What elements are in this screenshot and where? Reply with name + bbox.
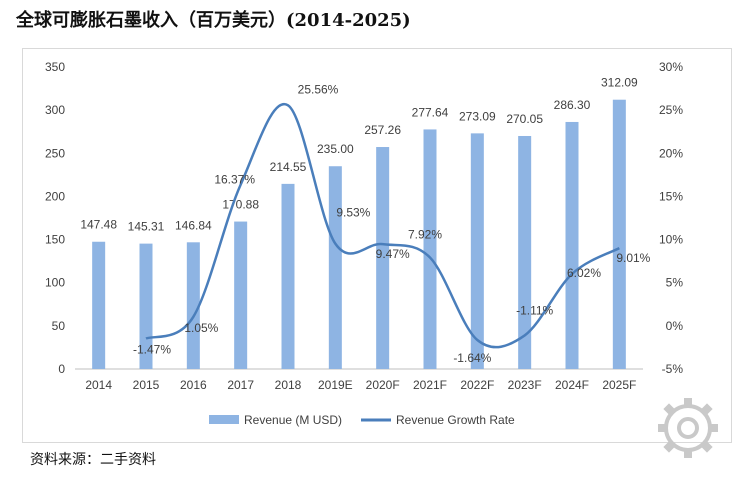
x-tick-label: 2020F	[366, 378, 400, 392]
bar	[612, 99, 626, 370]
line-series	[145, 102, 620, 349]
x-tick-label: 2014	[85, 378, 112, 392]
bar-value-label: 270.05	[506, 112, 543, 126]
bar	[92, 241, 106, 369]
y-right-ticks: -5% 0% 5% 10% 15% 20% 25% 30%	[659, 60, 683, 376]
growth-rate-label: -1.47%	[133, 343, 171, 357]
y-right-tick-label: 0%	[666, 319, 684, 333]
bar	[565, 121, 579, 370]
line-data-labels: -1.47% 1.05% 16.37% 25.56% 9.53% 9.47% 7.92% -1…	[133, 82, 651, 365]
y-right-tick-label: 30%	[659, 60, 683, 74]
y-left-tick-label: 150	[45, 233, 65, 247]
bar	[186, 242, 200, 369]
growth-rate-label: 7.92%	[408, 228, 442, 242]
growth-rate-label: 1.05%	[184, 321, 218, 335]
x-tick-label: 2025F	[602, 378, 636, 392]
x-tick-label: 2023F	[508, 378, 542, 392]
legend-label-growth: Revenue Growth Rate	[396, 413, 515, 427]
x-tick-label: 2018	[275, 378, 302, 392]
bar-value-label: 286.30	[554, 98, 591, 112]
growth-rate-label: 9.01%	[616, 251, 650, 265]
y-left-tick-label: 0	[58, 362, 65, 376]
y-right-tick-label: 10%	[659, 233, 683, 247]
growth-rate-label: -1.11%	[516, 303, 553, 317]
y-right-tick-label: 20%	[659, 146, 683, 160]
bar-value-label: 257.26	[364, 123, 401, 137]
bar-value-label: 146.84	[175, 218, 212, 232]
bar-value-label: 170.88	[222, 198, 259, 212]
bar-data-labels: 147.48 145.31 146.84 170.88 214.55 235.00 257.…	[80, 76, 638, 234]
y-left-tick-label: 250	[45, 146, 65, 160]
y-right-tick-label: -5%	[662, 362, 684, 376]
y-left-ticks: 0 50 100 150 200 250 300 350	[45, 60, 65, 376]
source-note: 资料来源：二手资料	[30, 452, 156, 468]
growth-rate-label: 16.37%	[214, 173, 255, 187]
growth-rate-label: 25.56%	[298, 82, 339, 96]
chart-frame: 0 50 100 150 200 250 300 350 -5% 0% 5% 10% 15% 20% 25…	[22, 48, 732, 443]
growth-rate-line	[145, 102, 620, 349]
growth-rate-label: 9.47%	[376, 247, 410, 261]
bar-series	[92, 99, 626, 370]
y-left-tick-label: 350	[45, 60, 65, 74]
growth-rate-label: 6.02%	[567, 266, 601, 280]
y-left-tick-label: 300	[45, 103, 65, 117]
bar-value-label: 273.09	[459, 109, 496, 123]
x-tick-label: 2021F	[413, 378, 447, 392]
bar-value-label: 277.64	[412, 105, 449, 119]
bar	[518, 135, 532, 369]
bar-value-label: 235.00	[317, 142, 354, 156]
x-tick-label: 2015	[133, 378, 160, 392]
growth-rate-label: -1.64%	[453, 351, 491, 365]
x-tick-label: 2019E	[318, 378, 353, 392]
x-tick-label: 2022F	[460, 378, 494, 392]
x-tick-label: 2017	[227, 378, 254, 392]
bar-value-label: 312.09	[601, 76, 638, 90]
bar-value-label: 145.31	[128, 220, 165, 234]
growth-rate-label: 9.53%	[336, 206, 370, 220]
bar	[328, 166, 342, 369]
y-right-tick-label: 15%	[659, 189, 683, 203]
chart-title: 全球可膨胀石墨收入（百万美元）(2014-2025)	[16, 10, 411, 31]
x-tick-label: 2024F	[555, 378, 589, 392]
bar	[423, 129, 437, 369]
legend-swatch-bar	[209, 415, 239, 424]
y-left-tick-label: 200	[45, 189, 65, 203]
bar-value-label: 147.48	[80, 218, 117, 232]
x-tick-labels: 2014 2015 2016 2017 2018 2019E 2020F 2021F 2022F…	[85, 378, 636, 392]
bar	[376, 147, 390, 369]
legend-label-revenue: Revenue (M USD)	[244, 413, 342, 427]
y-left-tick-label: 50	[52, 319, 66, 333]
chart-svg: 0 50 100 150 200 250 300 350 -5% 0% 5% 10% 15% 20% 25…	[45, 60, 683, 427]
gear-logo-icon	[658, 398, 718, 458]
y-right-tick-label: 5%	[666, 276, 684, 290]
y-left-tick-label: 100	[45, 276, 65, 290]
legend: Revenue (M USD) Revenue Growth Rate	[209, 413, 515, 427]
bar	[470, 133, 484, 369]
bar	[281, 183, 295, 369]
bar-value-label: 214.55	[270, 160, 307, 174]
x-tick-label: 2016	[180, 378, 207, 392]
bar	[234, 221, 248, 369]
y-right-tick-label: 25%	[659, 103, 683, 117]
